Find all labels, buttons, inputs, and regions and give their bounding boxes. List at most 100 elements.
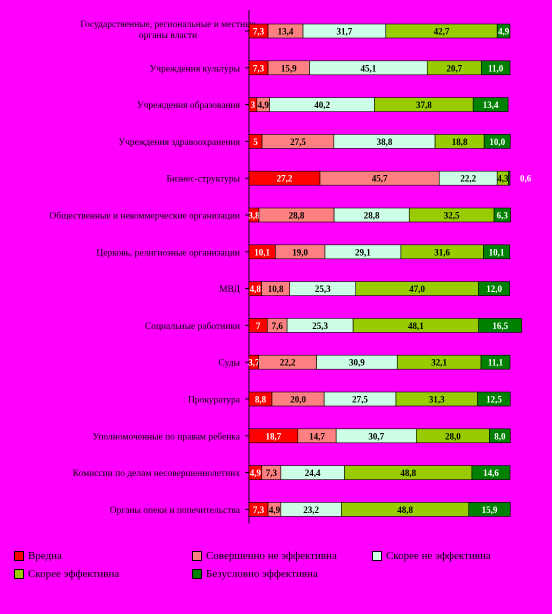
data-label: 23,2 — [303, 505, 319, 515]
data-label: 27,2 — [277, 174, 293, 184]
data-label: 12,0 — [486, 284, 502, 294]
bar-segment — [480, 60, 511, 76]
data-label: 0,6 — [520, 174, 532, 184]
data-label: 13,4 — [483, 100, 499, 110]
data-label: 18,7 — [266, 431, 282, 441]
data-label: 27,5 — [290, 137, 306, 147]
data-label: 30,7 — [368, 431, 384, 441]
legend-label: Скорее не эффективна — [386, 550, 491, 562]
data-label: 31,7 — [337, 27, 353, 37]
data-label: 11,0 — [488, 63, 504, 73]
legend: Вредна Совершенно не эффективна Скорее н… — [6, 544, 542, 584]
data-label: 25,3 — [315, 284, 331, 294]
data-label: 19,0 — [292, 247, 308, 257]
category-label: Учреждения культуры — [150, 64, 241, 74]
legend-swatch — [14, 569, 24, 579]
data-label: 27,5 — [352, 395, 368, 405]
data-label: 10,8 — [268, 284, 284, 294]
data-label: 4,3 — [497, 174, 509, 184]
category-label: Социальные работники — [145, 321, 240, 332]
legend-label: Безусловно эффективна — [206, 568, 318, 580]
legend-item-2: Скорее не эффективна — [372, 550, 491, 562]
data-label: 40,2 — [314, 100, 330, 110]
data-label: 31,3 — [429, 395, 445, 405]
data-label: 3,7 — [248, 358, 260, 368]
bar-segment — [480, 354, 511, 370]
data-label: 4,9 — [258, 100, 270, 110]
category-label: Комиссии по делам несовершеннолетних — [73, 469, 241, 479]
data-label: 48,8 — [400, 468, 416, 478]
bar-segment — [483, 134, 511, 149]
bar-segment — [471, 465, 511, 480]
bar-segment — [483, 244, 511, 260]
data-label: 4,9 — [250, 468, 262, 478]
data-label: 3,8 — [248, 211, 260, 221]
data-label: 10,1 — [254, 247, 270, 257]
data-label: 45,7 — [372, 174, 388, 184]
data-label: 38,8 — [377, 137, 393, 147]
data-label: 22,2 — [460, 174, 476, 184]
data-label: 7,3 — [266, 468, 278, 478]
category-label: Церковь, религиозные организации — [96, 248, 240, 258]
bar-segment — [468, 502, 511, 517]
data-label: 15,9 — [482, 505, 498, 515]
category-label: Учреждения здравоохранения — [118, 138, 240, 148]
data-label: 8,0 — [494, 431, 506, 441]
data-label: 32,5 — [444, 211, 460, 221]
legend-label: Вредна — [28, 550, 62, 562]
data-label: 42,7 — [434, 27, 450, 37]
data-label: 18,8 — [452, 137, 468, 147]
data-label: 28,8 — [364, 211, 380, 221]
data-label: 11,1 — [488, 358, 504, 368]
legend-swatch — [372, 551, 382, 561]
category-label: Общественные и некоммерческие организаци… — [49, 211, 240, 222]
data-label: 20,0 — [290, 395, 306, 405]
data-label: 22,2 — [280, 358, 296, 368]
bar-segment — [472, 97, 509, 112]
data-label: 16,5 — [492, 321, 508, 331]
legend-swatch — [192, 569, 202, 579]
data-label: 7 — [256, 321, 261, 331]
data-label: 29,1 — [355, 247, 371, 257]
category-label: Бизнес-структуры — [167, 175, 241, 185]
legend-item-3: Скорее эффективна — [14, 568, 119, 580]
legend-item-1: Совершенно не эффективна — [192, 550, 337, 562]
category-label: Прокуратура — [188, 396, 241, 406]
legend-swatch — [14, 551, 24, 561]
data-label: 5 — [253, 137, 258, 147]
data-label: 7,3 — [253, 63, 265, 73]
data-label: 7,3 — [253, 505, 265, 515]
legend-swatch — [192, 551, 202, 561]
data-label: 14,6 — [483, 468, 499, 478]
category-label: МВД — [219, 285, 240, 295]
data-label: 20,7 — [446, 63, 462, 73]
data-label: 24,4 — [305, 468, 321, 478]
category-label: Суды — [219, 359, 241, 369]
data-label: 6,3 — [497, 211, 509, 221]
data-label: 10,0 — [489, 137, 505, 147]
category-label: Учреждения образования — [137, 100, 241, 111]
data-label: 7,6 — [272, 321, 284, 331]
data-label: 14,7 — [309, 431, 325, 441]
category-label: Органы опеки и попечительства — [110, 506, 241, 516]
bar-segment — [478, 318, 523, 333]
data-label: 48,1 — [408, 321, 424, 331]
data-label: 37,8 — [416, 100, 432, 110]
bar-segment — [477, 391, 511, 407]
data-label: 31,6 — [434, 247, 450, 257]
stacked-bar-chart: Государственные, региональные и местные о… — [49, 10, 532, 524]
data-label: 7,3 — [253, 27, 265, 37]
data-label: 30,9 — [349, 358, 365, 368]
data-label: 4,8 — [250, 284, 262, 294]
data-label: 25,3 — [312, 321, 328, 331]
data-label: 32,1 — [431, 358, 447, 368]
data-label: 12,5 — [486, 395, 502, 405]
bar-segment — [493, 207, 511, 223]
legend-item-4: Безусловно эффективна — [192, 568, 318, 580]
data-label: 8,8 — [255, 395, 267, 405]
data-label: 13,4 — [278, 27, 294, 37]
data-label: 28,0 — [445, 431, 461, 441]
legend-item-0: Вредна — [14, 550, 62, 562]
legend-label: Совершенно не эффективна — [206, 550, 337, 562]
bar-segment — [496, 23, 511, 39]
